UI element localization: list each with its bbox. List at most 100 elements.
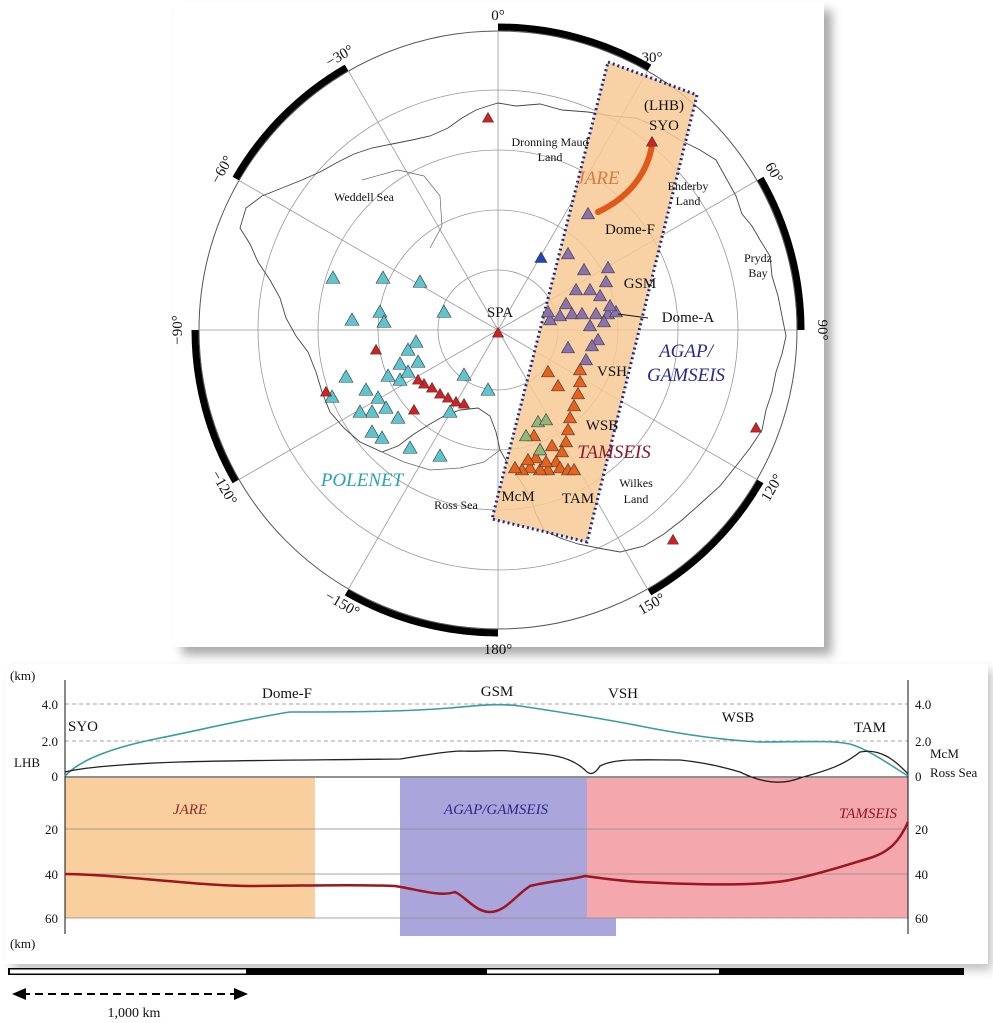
polenet-station bbox=[338, 369, 354, 383]
label-spa: SPA bbox=[487, 305, 513, 321]
agap-station bbox=[582, 282, 598, 296]
section-label-agap: AGAP/GAMSEIS bbox=[443, 802, 549, 818]
label-tam: TAM bbox=[562, 491, 594, 507]
label-wilkes-2: Land bbox=[624, 492, 649, 506]
tamseis-station bbox=[560, 422, 576, 436]
deg-180: 180° bbox=[484, 642, 513, 658]
jare-trace bbox=[595, 142, 655, 215]
tamseis-station bbox=[572, 362, 588, 376]
profile-label-tam: TAM bbox=[854, 720, 886, 736]
green-station bbox=[538, 412, 554, 426]
label-dome-f: Dome-F bbox=[605, 222, 655, 238]
polenet-station bbox=[378, 400, 394, 414]
agap-station bbox=[582, 318, 598, 332]
label-agap-2: GAMSEIS bbox=[647, 365, 726, 386]
bezel-arc bbox=[757, 176, 805, 331]
agap-station bbox=[568, 282, 584, 296]
label-weddell-sea: Weddell Sea bbox=[334, 190, 395, 204]
label-prydz-2: Bay bbox=[748, 266, 767, 280]
agap-station bbox=[584, 338, 600, 352]
profile-label-ross: Ross Sea bbox=[930, 765, 978, 780]
place-labels: Dronning Maud Land Weddell Sea Enderby L… bbox=[334, 135, 772, 512]
agap-station bbox=[596, 314, 612, 328]
agap-station bbox=[590, 332, 606, 346]
label-enderby-2: Land bbox=[676, 194, 701, 208]
blue-station bbox=[534, 251, 548, 263]
label-syo: SYO bbox=[649, 118, 679, 134]
label-prydz-1: Prydz bbox=[744, 251, 772, 265]
label-dronning-maud-2: Land bbox=[538, 150, 563, 164]
polenet-station bbox=[408, 334, 424, 348]
scale-label: 1,000 km bbox=[108, 1006, 161, 1021]
label-enderby-1: Enderby bbox=[668, 179, 709, 193]
polenet-station bbox=[392, 356, 408, 370]
svg-text:2.0: 2.0 bbox=[915, 734, 931, 749]
profile-station-labels: SYO LHB Dome-F GSM VSH WSB TAM McM Ross … bbox=[14, 684, 978, 780]
agap-section bbox=[400, 778, 616, 936]
profile-panel: (km) (km) 4.0 2.0 0 20 40 60 4.0 2.0 0 2… bbox=[6, 664, 992, 970]
agap-station bbox=[558, 296, 574, 310]
agap-station bbox=[598, 274, 614, 288]
tamseis-station bbox=[522, 460, 538, 474]
tamseis-station bbox=[552, 460, 568, 474]
svg-text:4.0: 4.0 bbox=[915, 697, 931, 712]
svg-text:20: 20 bbox=[45, 822, 58, 837]
agap-station bbox=[580, 206, 596, 220]
agap-station bbox=[560, 246, 576, 260]
polenet-stations bbox=[324, 270, 496, 462]
polenet-station bbox=[364, 424, 380, 438]
label-vsh: VSH bbox=[597, 364, 627, 380]
red-station bbox=[425, 381, 439, 393]
profile-label-wsb: WSB bbox=[722, 710, 755, 726]
profile-label-gsm: GSM bbox=[481, 684, 514, 700]
svg-text:40: 40 bbox=[45, 867, 58, 882]
agap-station bbox=[540, 304, 556, 318]
red-station bbox=[411, 373, 425, 385]
svg-text:40: 40 bbox=[915, 867, 928, 882]
polenet-station bbox=[374, 430, 390, 444]
label-mcm: McM bbox=[501, 489, 534, 505]
tamseis-station bbox=[566, 398, 582, 412]
unit-top: (km) bbox=[10, 668, 35, 683]
agap-station bbox=[578, 352, 594, 366]
red-station bbox=[449, 395, 463, 407]
red-station bbox=[369, 343, 383, 355]
polenet-station bbox=[436, 304, 452, 318]
red-station bbox=[319, 385, 333, 397]
tamseis-station bbox=[550, 378, 566, 392]
polenet-station bbox=[400, 364, 416, 378]
label-polenet: POLENET bbox=[320, 470, 405, 491]
section-label-tamseis: TAMSEIS bbox=[839, 806, 898, 822]
agap-station bbox=[574, 306, 590, 320]
agap-station bbox=[564, 306, 580, 320]
red-station bbox=[457, 397, 471, 409]
bedrock-line bbox=[64, 749, 909, 783]
polenet-station bbox=[442, 404, 458, 418]
profile-label-dome-f: Dome-F bbox=[262, 686, 312, 702]
polenet-station bbox=[400, 342, 416, 356]
profile-label-syo: SYO bbox=[68, 719, 98, 735]
polenet-station bbox=[344, 312, 360, 326]
tamseis-station bbox=[562, 410, 578, 424]
agap-station bbox=[560, 340, 576, 354]
polenet-station bbox=[432, 448, 448, 462]
svg-text:0: 0 bbox=[915, 769, 922, 784]
polenet-station bbox=[325, 270, 341, 284]
red-station bbox=[645, 135, 659, 147]
polenet-station bbox=[412, 274, 428, 288]
bezel-arc bbox=[191, 329, 239, 484]
red-station bbox=[481, 111, 495, 123]
scale-bar: 1,000 km bbox=[8, 968, 964, 1021]
polenet-station bbox=[402, 440, 418, 454]
tamseis-station bbox=[572, 374, 588, 388]
label-gsm: GSM bbox=[624, 276, 657, 292]
agap-station bbox=[588, 306, 604, 320]
tamseis-station bbox=[570, 386, 586, 400]
svg-text:4.0: 4.0 bbox=[42, 697, 58, 712]
agap-station bbox=[576, 262, 592, 276]
moho-line bbox=[64, 821, 910, 914]
polenet-station bbox=[370, 390, 386, 404]
bezel-arc bbox=[232, 64, 349, 181]
tamseis-stations bbox=[507, 362, 588, 476]
red-station bbox=[666, 533, 680, 545]
